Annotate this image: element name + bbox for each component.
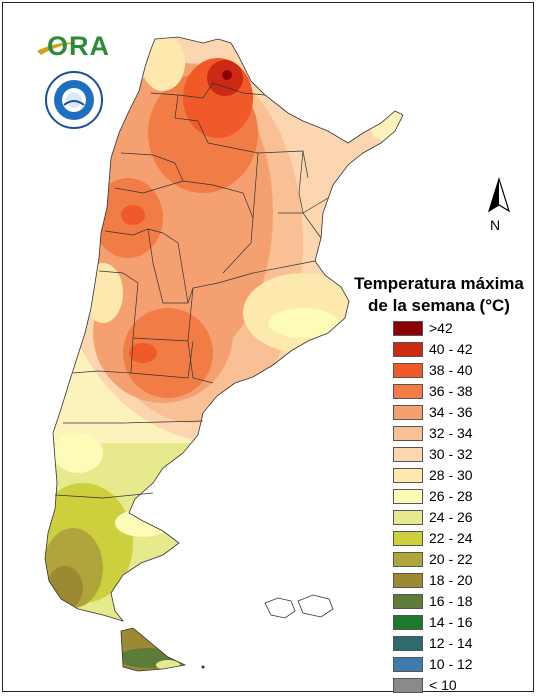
legend-label: 26 - 28 (429, 488, 473, 504)
legend-swatch (393, 510, 423, 525)
province-boundaries (54, 82, 329, 499)
legend-label: 10 - 12 (429, 656, 473, 672)
legend-item: 14 - 16 (393, 614, 533, 631)
legend-item: 20 - 22 (393, 551, 533, 568)
legend-label: 36 - 38 (429, 383, 473, 399)
legend-label: 16 - 18 (429, 593, 473, 609)
north-arrow-icon (487, 177, 511, 213)
legend-swatch (393, 636, 423, 651)
legend-item: 10 - 12 (393, 656, 533, 673)
legend-item: 16 - 18 (393, 593, 533, 610)
legend-label: 22 - 24 (429, 530, 473, 546)
legend-label: 30 - 32 (429, 446, 473, 462)
legend-label: 24 - 26 (429, 509, 473, 525)
legend-swatch (393, 363, 423, 378)
legend-swatch (393, 573, 423, 588)
legend-swatch (393, 615, 423, 630)
legend-title-line1: Temperatura máxima (354, 274, 524, 293)
legend-title-line2: de la semana (°C) (368, 296, 510, 315)
smn-emblem-icon (45, 71, 103, 129)
tierra-del-fuego-outline (120, 627, 187, 672)
legend-label: 32 - 34 (429, 425, 473, 441)
legend-swatch (393, 426, 423, 441)
legend-item: 18 - 20 (393, 572, 533, 589)
legend-swatch (393, 405, 423, 420)
legend-label: 28 - 30 (429, 467, 473, 483)
legend-item: 24 - 26 (393, 509, 533, 526)
country-outline (44, 36, 404, 622)
ora-logo-text: ORA (47, 31, 110, 61)
legend-label: 40 - 42 (429, 341, 473, 357)
legend-swatch (393, 594, 423, 609)
malvinas-islands (264, 594, 334, 619)
legend-item: 32 - 34 (393, 425, 533, 442)
legend-item: 36 - 38 (393, 383, 533, 400)
legend-label: 14 - 16 (429, 614, 473, 630)
legend-item: 26 - 28 (393, 488, 533, 505)
north-label: N (490, 217, 501, 233)
legend-label: 12 - 14 (429, 635, 473, 651)
legend-item: >42 (393, 320, 533, 337)
ora-logo-swoosh-icon (37, 42, 77, 55)
legend-swatch (393, 657, 423, 672)
legend-item: 30 - 32 (393, 446, 533, 463)
legend-swatch (393, 321, 423, 336)
legend-item: 28 - 30 (393, 467, 533, 484)
legend-label: >42 (429, 320, 453, 336)
legend-swatch (393, 678, 423, 693)
legend-label: 34 - 36 (429, 404, 473, 420)
legend-title: Temperatura máxima de la semana (°C) (343, 273, 535, 317)
legend-label: < 10 (429, 677, 457, 693)
small-island (201, 665, 205, 669)
legend-swatch (393, 489, 423, 504)
legend-item: < 10 (393, 677, 533, 694)
legend-swatch (393, 552, 423, 567)
legend-swatch (393, 384, 423, 399)
legend-item: 22 - 24 (393, 530, 533, 547)
legend-swatch (393, 468, 423, 483)
legend-swatch (393, 447, 423, 462)
legend-label: 38 - 40 (429, 362, 473, 378)
legend-swatch (393, 531, 423, 546)
legend-item: 34 - 36 (393, 404, 533, 421)
argentina-temperature-map (44, 36, 404, 672)
legend-label: 18 - 20 (429, 572, 473, 588)
legend-item: 40 - 42 (393, 341, 533, 358)
legend-item: 12 - 14 (393, 635, 533, 652)
legend-label: 20 - 22 (429, 551, 473, 567)
legend-swatch (393, 342, 423, 357)
legend-item: 38 - 40 (393, 362, 533, 379)
